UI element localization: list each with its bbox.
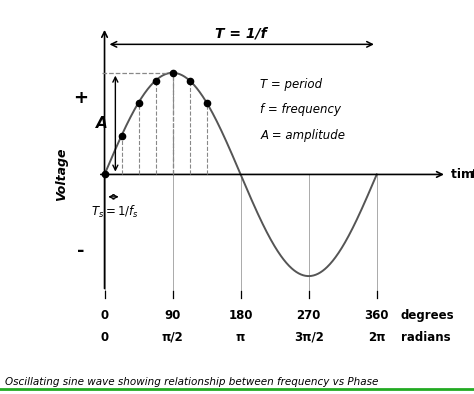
Text: time,: time, xyxy=(451,168,474,181)
Text: T = period: T = period xyxy=(260,78,322,91)
Text: 3π/2: 3π/2 xyxy=(294,331,324,344)
Text: t: t xyxy=(471,168,474,181)
Text: 0: 0 xyxy=(100,309,109,322)
Text: degrees: degrees xyxy=(401,309,454,322)
Text: 360: 360 xyxy=(365,309,389,322)
Text: -: - xyxy=(77,242,84,260)
Text: 270: 270 xyxy=(297,309,321,322)
Text: $T_s = 1/f_s$: $T_s = 1/f_s$ xyxy=(91,204,139,220)
Text: f = frequency: f = frequency xyxy=(260,103,341,116)
Text: 2π: 2π xyxy=(368,331,385,344)
Text: +: + xyxy=(73,89,88,107)
Text: A = amplitude: A = amplitude xyxy=(260,129,345,142)
Text: Oscillating sine wave showing relationship between frequency vs Phase: Oscillating sine wave showing relationsh… xyxy=(5,377,378,387)
Text: 0: 0 xyxy=(100,331,109,344)
Text: 180: 180 xyxy=(228,309,253,322)
Text: Voltage: Voltage xyxy=(55,148,68,201)
Text: π/2: π/2 xyxy=(162,331,183,344)
Text: T = 1/f: T = 1/f xyxy=(215,26,266,40)
Text: π: π xyxy=(236,331,246,344)
Text: A: A xyxy=(96,116,108,131)
Text: radians: radians xyxy=(401,331,450,344)
Text: 90: 90 xyxy=(164,309,181,322)
